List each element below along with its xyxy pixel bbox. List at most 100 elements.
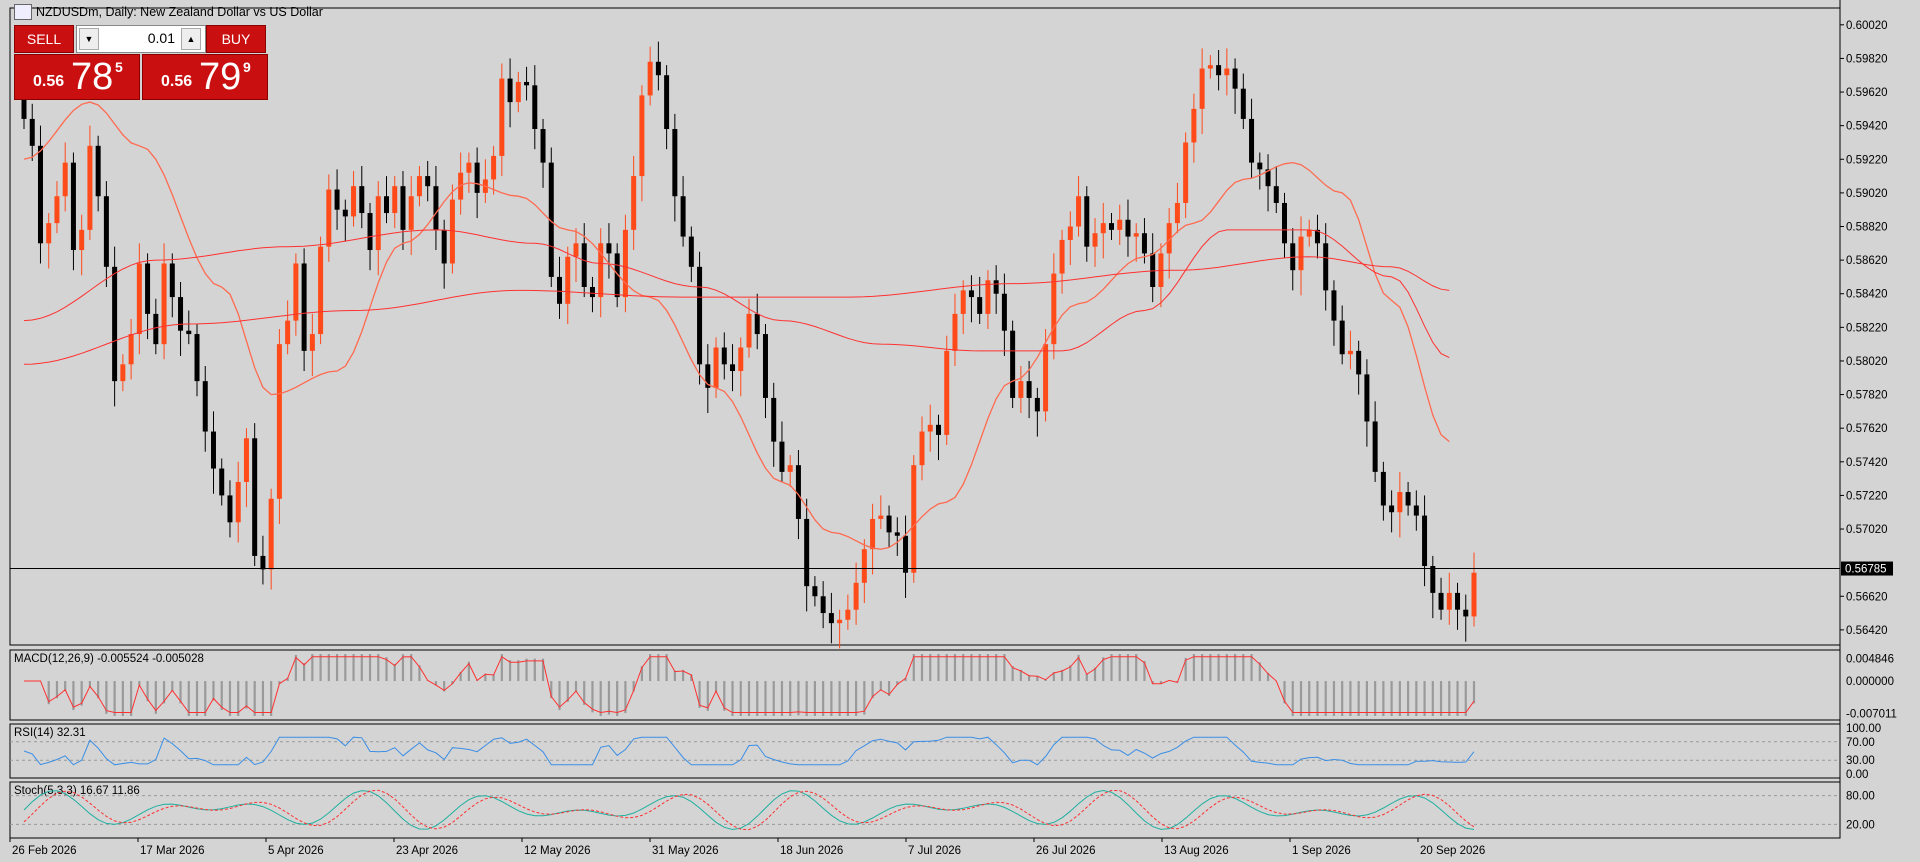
candle-body	[985, 280, 991, 314]
lot-size-input[interactable]	[103, 28, 175, 48]
x-tick-label: 23 Apr 2026	[396, 845, 458, 857]
candle-body	[46, 223, 52, 244]
y-tick-label: 0.58820	[1846, 221, 1888, 233]
candle-body	[1034, 397, 1040, 412]
candle-body	[458, 172, 464, 200]
x-tick-label: 18 Jun 2026	[780, 845, 843, 857]
candle-body	[1018, 381, 1024, 398]
candle-body	[705, 364, 711, 388]
buy-quote[interactable]: 0.56 79 9	[142, 54, 268, 100]
candle-body	[1364, 374, 1370, 422]
buy-button[interactable]: BUY	[206, 25, 266, 53]
rsi-pane-frame	[9, 723, 1841, 779]
x-tick-label: 26 Feb 2026	[12, 845, 77, 857]
candle-body	[1166, 223, 1172, 254]
candle-body	[1249, 118, 1255, 163]
candle-body	[738, 347, 744, 372]
candle-body	[697, 266, 703, 365]
candle-body	[1306, 229, 1312, 237]
y-tick-label: 0.60020	[1846, 20, 1888, 32]
candle-body	[1380, 471, 1386, 506]
candle-body	[1043, 344, 1049, 412]
main-pane-frame	[9, 7, 1841, 646]
candle-body	[524, 81, 530, 86]
candle-body	[853, 582, 859, 610]
candle-body	[1397, 492, 1403, 513]
candle-body	[384, 196, 389, 214]
candle-body	[927, 424, 933, 432]
candle-body	[1224, 68, 1230, 76]
candle-body	[1438, 592, 1444, 610]
candle-body	[532, 85, 538, 130]
candle-body	[309, 334, 315, 351]
candle-body	[1455, 592, 1461, 610]
chart-window-icon	[14, 4, 32, 20]
candle-body	[103, 196, 109, 267]
candle-body	[515, 81, 521, 103]
x-tick-label: 12 May 2026	[524, 845, 591, 857]
candle-body	[1133, 233, 1139, 237]
candle-body	[1092, 233, 1098, 247]
candle-body	[79, 229, 85, 251]
candle-body	[1422, 515, 1428, 567]
candle-body	[145, 263, 151, 314]
lot-increase-icon[interactable]: ▲	[181, 28, 201, 50]
candle-body	[598, 243, 604, 298]
candle-body	[894, 532, 900, 536]
candle-body	[746, 313, 752, 348]
candle-body	[449, 199, 455, 264]
candle-body	[952, 313, 958, 351]
candle-body	[1191, 108, 1197, 143]
candle-body	[466, 162, 472, 173]
candle-body	[903, 535, 909, 573]
candle-body	[540, 129, 546, 163]
macd-tick-label: -0.007011	[1846, 709, 1897, 721]
buy-price-pip: 9	[243, 59, 251, 75]
current-price-label: 0.56785	[1845, 564, 1887, 576]
sell-button[interactable]: SELL	[14, 25, 74, 53]
y-tick-label: 0.58020	[1846, 356, 1888, 368]
sell-price-big: 78	[71, 56, 114, 98]
ma-fast-line	[23, 101, 1450, 550]
y-tick-label: 0.57020	[1846, 524, 1888, 536]
y-tick-label: 0.58220	[1846, 322, 1888, 334]
candle-body	[1010, 330, 1016, 398]
candle-body	[1282, 202, 1288, 244]
candle-body	[1059, 239, 1065, 274]
candle-body	[1290, 243, 1296, 271]
candle-body	[911, 465, 917, 573]
candle-body	[688, 236, 694, 267]
candle-body	[1141, 233, 1147, 254]
candle-body	[1347, 350, 1353, 355]
candle-body	[548, 162, 554, 277]
stoch-signal-line	[23, 789, 1475, 831]
lot-decrease-icon[interactable]: ▼	[79, 28, 99, 50]
candle-body	[647, 61, 653, 96]
candle-body	[95, 145, 101, 197]
candle-body	[128, 334, 134, 365]
candle-body	[993, 280, 999, 294]
x-tick-label: 13 Aug 2026	[1164, 845, 1229, 857]
candle-body	[565, 256, 571, 304]
buy-price-big: 79	[199, 56, 242, 98]
candle-body	[29, 118, 35, 146]
candle-body	[1084, 196, 1090, 247]
y-tick-label: 0.56620	[1846, 591, 1888, 603]
candle-body	[293, 263, 299, 321]
x-tick-label: 26 Jul 2026	[1036, 845, 1095, 857]
x-tick-label: 1 Sep 2026	[1292, 845, 1351, 857]
candle-body	[243, 438, 249, 482]
lot-size-control: ▼ ▲	[76, 25, 206, 53]
candle-body	[1076, 196, 1082, 227]
candle-body	[178, 297, 184, 331]
sell-quote[interactable]: 0.56 78 5	[14, 54, 140, 100]
candle-body	[861, 549, 867, 583]
candle-body	[210, 431, 216, 469]
candle-body	[589, 287, 595, 298]
candle-body	[285, 320, 291, 345]
candle-body	[441, 229, 447, 264]
candle-body	[977, 297, 983, 314]
candle-body	[1240, 88, 1246, 119]
candle-body	[112, 266, 118, 382]
